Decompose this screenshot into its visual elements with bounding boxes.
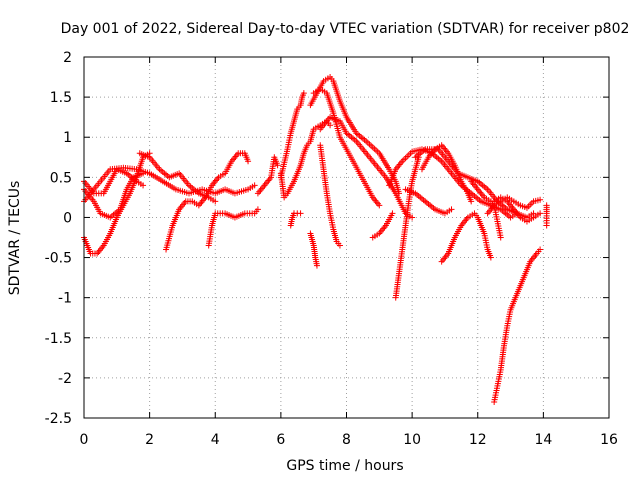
series-track-18 [369, 210, 396, 241]
series-track-13 [317, 114, 416, 221]
data-point [448, 206, 455, 213]
x-tick-label: 16 [600, 432, 618, 448]
y-tick-label: 1 [63, 130, 72, 146]
data-point [537, 246, 544, 253]
data-point [468, 198, 475, 205]
x-tick-label: 10 [403, 432, 421, 448]
series-track-27 [491, 194, 544, 225]
y-axis-label: SDTVAR / TECUs [7, 181, 23, 296]
x-tick-label: 2 [145, 432, 154, 448]
data-point [537, 210, 544, 217]
series-track-17 [317, 142, 343, 249]
y-tick-label: 1.5 [50, 90, 72, 106]
y-tick-label: -0.5 [45, 251, 72, 267]
data-point [140, 182, 147, 189]
data-point [297, 210, 304, 217]
x-tick-label: 8 [342, 432, 351, 448]
y-tick-label: -1.5 [45, 331, 72, 347]
y-tick-label: 0 [63, 210, 72, 226]
series-track-15 [287, 210, 297, 229]
data-point [487, 254, 494, 261]
x-tick-label: 6 [276, 432, 285, 448]
series-track-21 [402, 186, 455, 217]
x-tick-label: 4 [211, 432, 220, 448]
x-tick-label: 12 [469, 432, 487, 448]
series-track-3 [81, 164, 258, 205]
x-tick-label: 0 [80, 432, 89, 448]
data-point [543, 222, 550, 229]
y-tick-label: -2 [58, 371, 72, 387]
data-point [212, 198, 219, 205]
series-track-20 [386, 146, 521, 221]
data-point [376, 202, 383, 209]
tick-labels: 0 2 4 6 8 10 12 14 16 -2.5 -2 -1.5 -1 -0.5 0 0.5 1 1.5 2 [45, 50, 618, 448]
series-track-5 [136, 150, 219, 205]
y-tick-label: -1 [58, 291, 72, 307]
x-tick-label: 14 [534, 432, 552, 448]
series-track-16 [307, 230, 320, 269]
data-point [497, 234, 504, 241]
data-point [327, 122, 334, 129]
series-track-24 [438, 210, 494, 265]
series-track-12 [310, 86, 383, 209]
data-point [313, 262, 320, 269]
data-point [291, 210, 297, 217]
data-point [300, 90, 307, 97]
series-track-8 [254, 154, 281, 197]
series-track-23 [418, 142, 475, 205]
data-point [254, 206, 261, 213]
data-points [81, 74, 550, 405]
series-track-29 [543, 202, 550, 229]
data-point [245, 158, 252, 165]
series-track-11 [307, 74, 402, 197]
series-track-28 [491, 246, 544, 405]
series-track-7 [205, 206, 261, 249]
data-point [251, 182, 258, 189]
data-point [537, 196, 544, 203]
x-axis-label: GPS time / hours [286, 458, 403, 474]
data-point [336, 242, 343, 249]
axis-ticks [83, 56, 610, 419]
y-tick-label: -2.5 [45, 411, 72, 427]
data-point [389, 210, 396, 217]
y-tick-label: 2 [63, 50, 72, 66]
chart-title: Day 001 of 2022, Sidereal Day-to-day VTE… [61, 21, 630, 37]
data-point [409, 214, 416, 221]
series-track-6 [163, 150, 252, 253]
y-tick-label: 0.5 [50, 170, 72, 186]
data-point [274, 162, 281, 169]
series-track-19 [392, 154, 422, 301]
